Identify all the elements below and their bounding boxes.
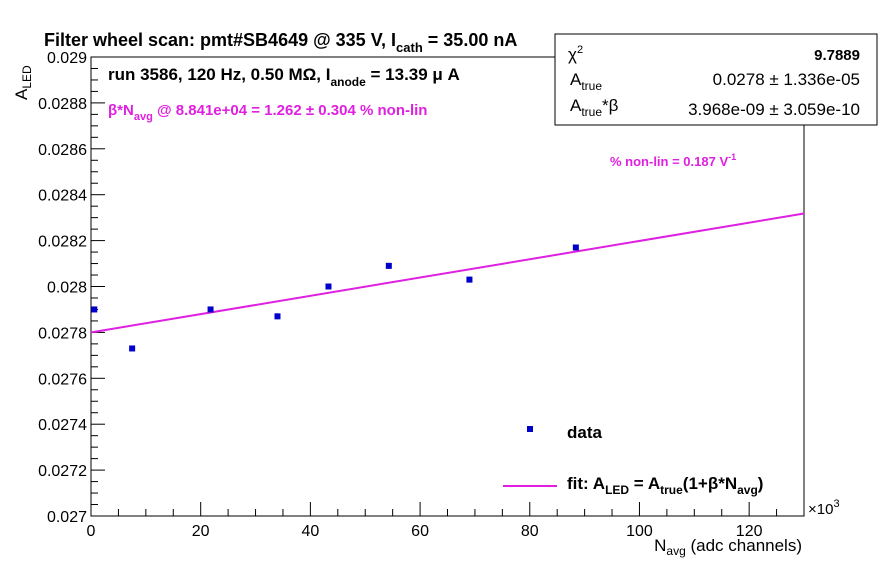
y-tick-label: 0.0274 bbox=[38, 417, 87, 434]
x-axis-label: Navg (adc channels) bbox=[654, 536, 802, 558]
y-axis-label: ALED bbox=[12, 65, 34, 100]
legend-data-label: data bbox=[567, 423, 603, 442]
legend-data-marker bbox=[527, 426, 533, 432]
y-tick-label: 0.029 bbox=[47, 50, 87, 67]
x-tick-label: 100 bbox=[626, 523, 653, 540]
plot-frame bbox=[90, 56, 805, 517]
y-tick-label: 0.0278 bbox=[38, 325, 87, 342]
y-tick-label: 0.0286 bbox=[38, 142, 87, 159]
data-point bbox=[466, 276, 473, 283]
y-tick-label: 0.027 bbox=[47, 509, 87, 526]
run-info: run 3586, 120 Hz, 0.50 MΩ, Ianode = 13.3… bbox=[108, 65, 460, 89]
y-tick-label: 0.0284 bbox=[38, 188, 87, 205]
data-point bbox=[385, 262, 392, 269]
stats-chi2-value: 9.7889 bbox=[814, 47, 860, 64]
stats-atb-label: Atrue*β bbox=[570, 96, 619, 119]
fit-line bbox=[90, 212, 805, 334]
legend-fit-label: fit: ALED = Atrue(1+β*Navg) bbox=[567, 474, 763, 497]
stats-atrue-value: 0.0278 ± 1.336e-05 bbox=[713, 70, 860, 89]
beta-nonlin-text: β*Navg @ 8.841e+04 = 1.262 ± 0.304 % non… bbox=[108, 102, 427, 123]
y-tick-label: 0.0288 bbox=[38, 96, 87, 113]
y-tick-label: 0.0272 bbox=[38, 463, 87, 480]
nonlin-per-volt-text: % non-lin = 0.187 V-1 bbox=[610, 152, 736, 169]
stats-atb-value: 3.968e-09 ± 3.059e-10 bbox=[688, 100, 860, 119]
y-axis: 0.027 0.0272 0.0274 0.0276 0.0278 0.028 0.0282… bbox=[38, 50, 105, 526]
x-tick-label: 120 bbox=[736, 523, 763, 540]
x-tick-label: 60 bbox=[411, 523, 429, 540]
data-point bbox=[572, 244, 579, 251]
data-points bbox=[91, 244, 579, 352]
y-tick-label: 0.0276 bbox=[38, 371, 87, 388]
stats-chi2-label: χ2 bbox=[568, 44, 583, 64]
chart-title: Filter wheel scan: pmt#SB4649 @ 335 V, I… bbox=[44, 30, 517, 55]
x-tick-label: 40 bbox=[301, 523, 319, 540]
legend: data fit: ALED = Atrue(1+β*Navg) bbox=[503, 423, 763, 497]
svg-text:ALED: ALED bbox=[12, 65, 34, 100]
data-point bbox=[91, 306, 98, 313]
x-axis-multiplier: ×103 bbox=[808, 498, 840, 518]
stats-atrue-label: Atrue bbox=[570, 70, 602, 93]
x-tick-label: 20 bbox=[192, 523, 210, 540]
y-tick-label: 0.0282 bbox=[38, 234, 87, 251]
data-point bbox=[207, 306, 214, 313]
data-point bbox=[325, 283, 332, 290]
y-tick-label: 0.028 bbox=[47, 280, 87, 297]
x-tick-label: 80 bbox=[521, 523, 539, 540]
data-point bbox=[129, 345, 136, 352]
stats-box: χ2 9.7889 Atrue 0.0278 ± 1.336e-05 Atrue… bbox=[554, 33, 878, 126]
x-axis: 0 20 40 60 80 100 120 bbox=[87, 502, 805, 540]
x-tick-label: 0 bbox=[87, 523, 96, 540]
data-point bbox=[274, 313, 281, 320]
